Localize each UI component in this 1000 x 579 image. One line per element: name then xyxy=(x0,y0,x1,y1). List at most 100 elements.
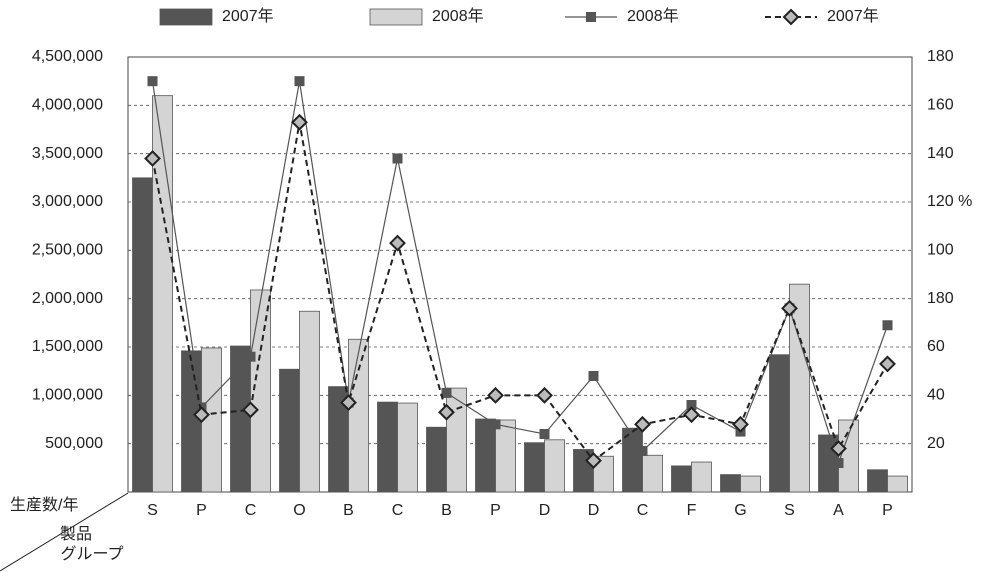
y-tick-label: 1,000,000 xyxy=(32,387,103,404)
x-tick-label: D xyxy=(539,502,551,519)
x-tick-label: G xyxy=(734,502,746,519)
marker xyxy=(830,440,847,457)
y2-tick-label: 160 xyxy=(927,97,954,114)
marker xyxy=(438,403,455,421)
bar xyxy=(495,419,516,493)
x-tick-label: B xyxy=(441,502,452,519)
y-tick-label: 2,500,000 xyxy=(32,242,103,259)
marker xyxy=(193,406,210,424)
legend-label: 2008年 xyxy=(432,7,484,25)
line xyxy=(151,122,889,462)
bar xyxy=(377,401,398,493)
bar xyxy=(720,474,741,493)
marker xyxy=(441,387,452,398)
bar xyxy=(181,350,202,493)
corner-y-label: 生産数/年 xyxy=(10,496,78,514)
y2-tick-label: 140 xyxy=(927,145,954,162)
bar xyxy=(279,368,300,493)
bar xyxy=(642,454,663,493)
marker xyxy=(588,371,599,381)
bar xyxy=(524,442,545,493)
marker xyxy=(291,113,308,131)
bar xyxy=(230,345,251,493)
bar xyxy=(789,283,810,493)
marker xyxy=(882,320,893,331)
bar xyxy=(671,465,692,493)
marker xyxy=(340,394,357,411)
plot-frame xyxy=(127,56,913,493)
bar xyxy=(475,418,496,493)
marker xyxy=(294,76,305,87)
bar xyxy=(544,439,565,493)
y-tick-label: 3,500,000 xyxy=(32,145,103,162)
x-tick-label: D xyxy=(588,502,600,519)
corner-x-label: グループ xyxy=(60,545,123,563)
y2-tick-label: 60 xyxy=(927,338,945,355)
x-tick-label: C xyxy=(637,502,649,519)
marker xyxy=(833,458,844,468)
marker xyxy=(732,415,749,433)
y-tick-label: 4,000,000 xyxy=(32,97,103,114)
x-tick-label: P xyxy=(196,502,207,519)
x-tick-label: A xyxy=(833,502,844,519)
bar xyxy=(397,402,418,493)
x-tick-label: O xyxy=(293,502,305,519)
y-tick-label: 4,500,000 xyxy=(32,48,103,65)
marker xyxy=(879,355,896,373)
legend-swatch xyxy=(369,8,423,26)
marker xyxy=(686,400,697,410)
y2-tick-label: 100 xyxy=(927,242,954,259)
marker xyxy=(242,401,259,419)
legend-marker xyxy=(782,8,800,26)
x-tick-label: S xyxy=(147,502,158,519)
x-tick-label: B xyxy=(343,502,354,519)
x-tick-label: S xyxy=(784,502,795,519)
y-tick-label: 2,000,000 xyxy=(32,290,103,307)
marker xyxy=(539,429,550,439)
bar xyxy=(740,475,761,493)
marker xyxy=(536,386,553,404)
legend-label: 2007年 xyxy=(827,7,879,25)
x-tick-label: P xyxy=(882,502,893,519)
bar xyxy=(250,289,271,493)
marker xyxy=(683,406,700,424)
marker xyxy=(245,351,256,362)
legend-label: 2007年 xyxy=(222,7,274,25)
marker xyxy=(490,419,501,430)
legend-label: 2008年 xyxy=(627,7,679,25)
marker xyxy=(637,445,648,456)
y-tick-label: 500,000 xyxy=(45,435,103,452)
marker xyxy=(144,150,161,167)
bar xyxy=(769,354,790,493)
marker xyxy=(487,386,504,404)
y2-tick-label: 180 xyxy=(927,48,954,65)
x-tick-label: F xyxy=(687,502,697,519)
bar xyxy=(132,177,153,493)
bar xyxy=(887,475,908,493)
x-tick-label: C xyxy=(392,502,404,519)
bar xyxy=(691,461,712,493)
marker xyxy=(392,153,403,164)
corner-x-label: 製品 xyxy=(60,525,92,543)
line xyxy=(151,81,889,465)
marker xyxy=(634,415,651,433)
y2-tick-label: 120 % xyxy=(927,193,972,210)
bar xyxy=(152,95,173,493)
bar xyxy=(867,469,888,493)
y2-tick-label: 180 xyxy=(927,290,954,307)
bar xyxy=(348,338,369,493)
bar xyxy=(299,310,320,493)
marker xyxy=(389,234,406,252)
marker xyxy=(781,299,798,317)
marker xyxy=(585,452,602,469)
legend-marker xyxy=(586,12,596,22)
marker xyxy=(147,76,158,87)
y-tick-label: 3,000,000 xyxy=(32,193,103,210)
x-tick-label: C xyxy=(245,502,257,519)
legend-swatch xyxy=(159,8,213,26)
y-tick-label: 1,500,000 xyxy=(32,338,103,355)
bar xyxy=(593,455,614,493)
bar xyxy=(426,426,447,493)
y2-tick-label: 40 xyxy=(927,387,945,404)
